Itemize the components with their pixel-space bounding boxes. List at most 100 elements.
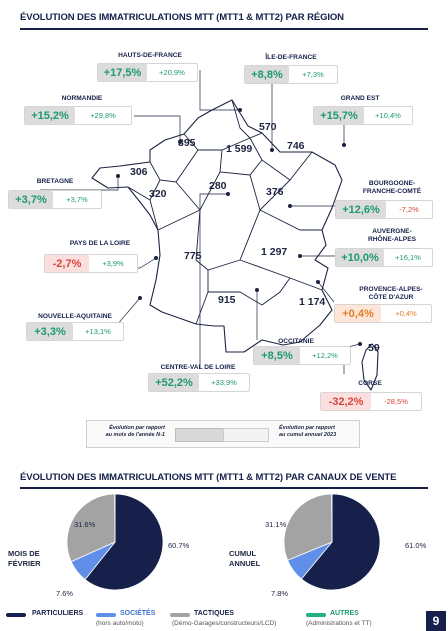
cumul-evolution: +7,3%: [302, 70, 324, 79]
legend-swatch-particuliers: [6, 613, 26, 617]
pie-chart-cumul: [283, 493, 381, 591]
legend-cumul-swatch: [223, 428, 269, 442]
pie-left-label: MOIS DE FÉVRIER: [8, 549, 41, 568]
legend-label-tactiques: TACTIQUES: [194, 610, 234, 617]
legend-label-societes: SOCIÉTÉS: [120, 610, 156, 617]
pie-charts: [66, 493, 381, 591]
region-name-hauts-de-france: HAUTS-DE-FRANCE: [118, 52, 182, 59]
pie-fevrier-slice-tactiques: [66, 493, 116, 563]
month-evolution: +17,5%: [98, 64, 147, 81]
channel-section-title: ÉVOLUTION DES IMMATRICULATIONS MTT (MTT1…: [20, 472, 397, 483]
legend-month-swatch: [175, 428, 225, 442]
cumul-evolution: +13,1%: [85, 327, 111, 336]
region-name-occitanie: OCCITANIE: [278, 338, 314, 345]
month-evolution: +52,2%: [149, 374, 199, 391]
region-name-corse: CORSE: [358, 380, 382, 387]
count-grand-est: 746: [287, 140, 305, 152]
region-name-ile-de-france: ÎLE-DE-FRANCE: [265, 54, 317, 61]
legend-label-autres: AUTRES: [330, 610, 359, 617]
count-centre: 280: [209, 180, 227, 192]
legend-swatch-societes: [96, 613, 116, 617]
cumul-evolution: +33,9%: [211, 378, 237, 387]
count-nouvelle-aquitaine: 775: [184, 250, 202, 262]
count-ile-de-france: 1 599: [226, 143, 253, 155]
title-divider: [20, 28, 428, 30]
month-evolution: -32,2%: [321, 393, 371, 410]
cumul-evolution: +12,2%: [312, 351, 338, 360]
callout-normandie: +15,2% +29,8%: [24, 106, 132, 125]
month-evolution: +15,2%: [25, 107, 75, 124]
count-bretagne: 306: [130, 166, 148, 178]
month-evolution: +8,5%: [254, 347, 300, 364]
month-evolution: +10,0%: [336, 249, 384, 266]
cumul-evolution: +29,8%: [90, 111, 116, 120]
callout-bourgogne: +12,6% -7,2%: [335, 200, 433, 219]
region-name-auvergne: AUVERGNE- RHÔNE-ALPES: [368, 228, 416, 243]
region-name-centre: CENTRE-VAL DE LOIRE: [160, 364, 236, 371]
pie-cumul-slice-tactiques: [283, 493, 333, 561]
legend-swatch-autres: [306, 613, 326, 617]
corse-outline: [361, 343, 379, 391]
callout-corse: -32,2% -28,5%: [320, 392, 422, 411]
callout-hauts-de-france: +17,5% +20,9%: [97, 63, 198, 82]
callout-nouvelle-aquitaine: +3,3% +13,1%: [26, 322, 124, 341]
callout-pays-de-la-loire: -2,7% +3,9%: [44, 254, 138, 273]
pie-cumul-slice-particuliers: [300, 493, 381, 591]
month-evolution: +0,4%: [335, 305, 381, 322]
callout-ile-de-france: +8,8% +7,3%: [244, 65, 338, 84]
cumul-evolution: +0,4%: [395, 309, 417, 318]
france-map: [91, 99, 379, 391]
count-corse: 59: [368, 342, 380, 354]
pie-left-label-particuliers: 60.7%: [168, 541, 190, 550]
count-pays-de-la-loire: 320: [149, 188, 167, 200]
legend-cumul-text: Évolution par rapport au cumul annuel 20…: [279, 425, 337, 438]
map-legend: Évolution par rapport au mois de l'année…: [86, 420, 360, 448]
legend-swatch-tactiques: [170, 613, 190, 617]
pie-right-label-particuliers: 61.0%: [405, 541, 427, 550]
title-divider-2: [20, 487, 428, 489]
legend-sub-societes: (hors auto/moto): [96, 620, 144, 627]
month-evolution: +8,8%: [245, 66, 289, 83]
count-normandie: 395: [178, 137, 196, 149]
region-name-grand-est: GRAND EST: [340, 95, 380, 102]
callout-bretagne: +3,7% +3,7%: [8, 190, 102, 209]
cumul-evolution: +20,9%: [159, 68, 185, 77]
legend-month-text: Évolution par rapport au mois de l'année…: [105, 425, 165, 438]
legend-label-particuliers: PARTICULIERS: [32, 610, 84, 617]
callout-paca: +0,4% +0,4%: [334, 304, 432, 323]
region-name-normandie: NORMANDIE: [61, 95, 103, 102]
count-hauts-de-france: 570: [259, 121, 277, 133]
region-name-nouvelle-aquitaine: NOUVELLE-AQUITAINE: [38, 313, 112, 320]
pie-right-label-tactiques: 31.1%: [265, 520, 287, 529]
callout-centre: +52,2% +33,9%: [148, 373, 250, 392]
count-occitanie: 915: [218, 294, 236, 306]
month-evolution: +12,6%: [336, 201, 386, 218]
pie-left-label-societes: 7.6%: [56, 589, 74, 598]
callout-auvergne: +10,0% +16,1%: [335, 248, 433, 267]
pie-fevrier-slice-particuliers: [84, 493, 164, 591]
channel-legend: PARTICULIERS SOCIÉTÉS (hors auto/moto) T…: [0, 610, 420, 630]
page-number: 9: [426, 611, 446, 631]
month-evolution: -2,7%: [45, 255, 89, 272]
month-evolution: +15,7%: [314, 107, 364, 124]
legend-sub-tactiques: (Démo-Garages/constructeurs/LCD): [172, 620, 277, 627]
count-bourgogne: 376: [266, 186, 284, 198]
map-section-title: ÉVOLUTION DES IMMATRICULATIONS MTT (MTT1…: [20, 12, 344, 23]
count-auvergne: 1 297: [261, 246, 288, 258]
callout-grand-est: +15,7% +10,4%: [313, 106, 413, 125]
pie-right-label: CUMUL ANNUEL: [229, 549, 261, 568]
cumul-evolution: +10,4%: [375, 111, 401, 120]
month-evolution: +3,3%: [27, 323, 73, 340]
cumul-evolution: +3,7%: [66, 195, 88, 204]
cumul-evolution: -28,5%: [384, 397, 408, 406]
pie-right-label-societes: 7.8%: [271, 589, 289, 598]
legend-sub-autres: (Administrations et TT): [306, 620, 372, 627]
pie-left-label-tactiques: 31.6%: [74, 520, 96, 529]
cumul-evolution: +16,1%: [395, 253, 421, 262]
region-name-bourgogne: BOURGOGNE- FRANCHE-COMTÉ: [362, 180, 422, 195]
region-name-paca: PROVENCE-ALPES- CÔTE D'AZUR: [359, 286, 423, 301]
region-name-bretagne: BRETAGNE: [36, 178, 74, 185]
pie-chart-fevrier: [66, 493, 164, 591]
cumul-evolution: -7,2%: [399, 205, 419, 214]
callout-occitanie: +8,5% +12,2%: [253, 346, 351, 365]
